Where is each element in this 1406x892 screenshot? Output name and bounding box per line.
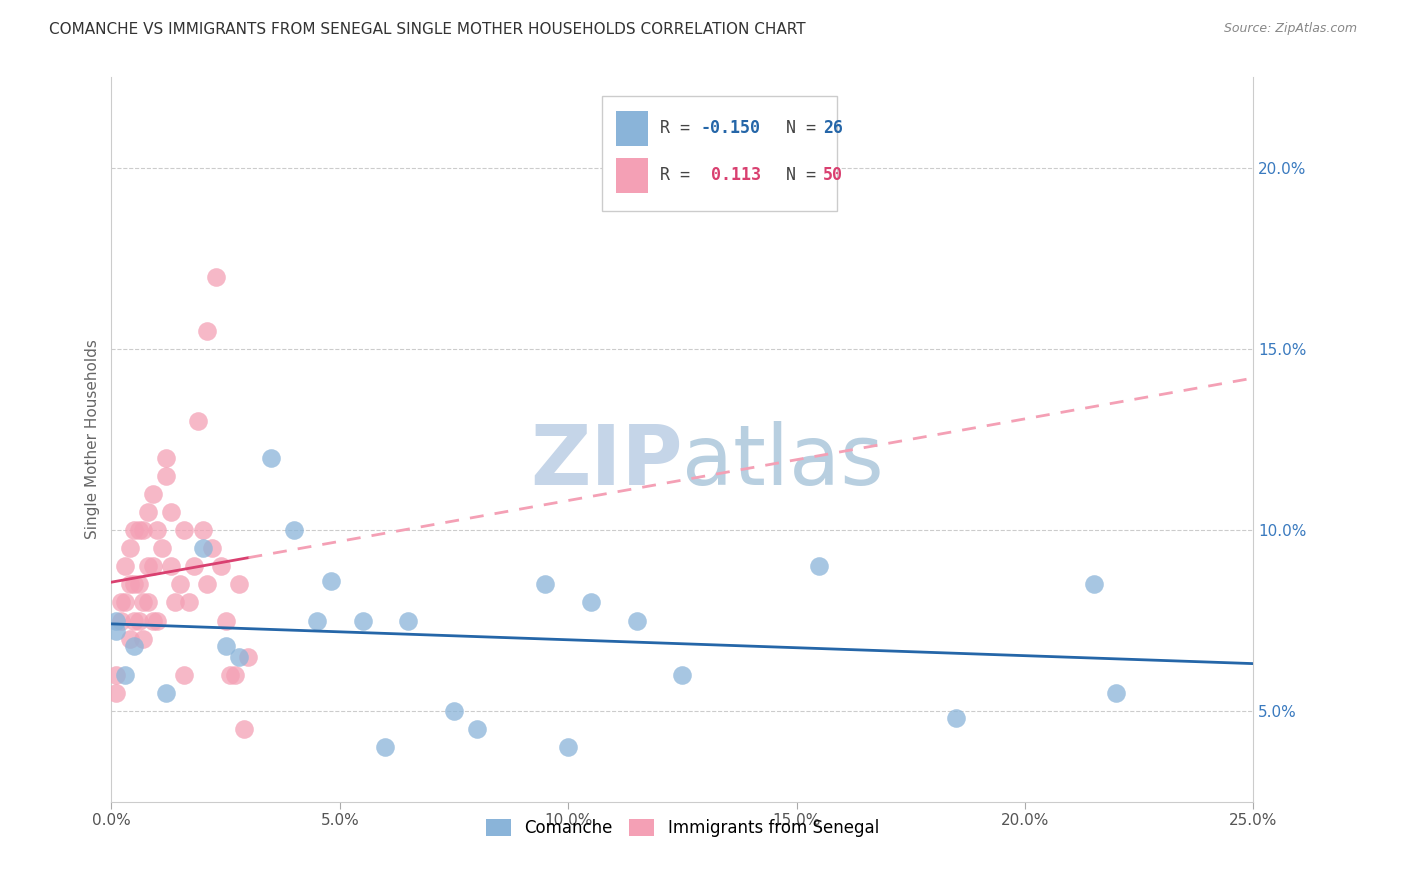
Point <box>128 577 150 591</box>
Point <box>183 559 205 574</box>
Point <box>557 740 579 755</box>
Point <box>191 541 214 555</box>
Text: -0.150: -0.150 <box>700 120 761 137</box>
Point <box>136 559 159 574</box>
Point <box>374 740 396 755</box>
Point <box>396 614 419 628</box>
Point <box>1083 577 1105 591</box>
Text: ZIP: ZIP <box>530 421 682 501</box>
Point <box>114 559 136 574</box>
Point <box>128 523 150 537</box>
Text: R =: R = <box>659 166 700 185</box>
Point <box>319 574 342 588</box>
Point <box>187 414 209 428</box>
Text: atlas: atlas <box>682 421 884 501</box>
Text: 0.113: 0.113 <box>700 166 761 185</box>
Point <box>626 614 648 628</box>
Point <box>177 595 200 609</box>
Point <box>159 505 181 519</box>
Point <box>141 614 163 628</box>
Point <box>173 668 195 682</box>
FancyBboxPatch shape <box>602 95 837 211</box>
Point <box>173 523 195 537</box>
Point <box>214 639 236 653</box>
Point <box>579 595 602 609</box>
Point <box>205 269 228 284</box>
Text: COMANCHE VS IMMIGRANTS FROM SENEGAL SINGLE MOTHER HOUSEHOLDS CORRELATION CHART: COMANCHE VS IMMIGRANTS FROM SENEGAL SING… <box>49 22 806 37</box>
Point <box>110 614 132 628</box>
Point <box>945 711 967 725</box>
Point <box>214 614 236 628</box>
Point <box>146 614 169 628</box>
Point <box>224 668 246 682</box>
Point <box>114 668 136 682</box>
Point <box>155 686 177 700</box>
Point <box>136 595 159 609</box>
Point <box>209 559 232 574</box>
Point <box>191 523 214 537</box>
Legend: Comanche, Immigrants from Senegal: Comanche, Immigrants from Senegal <box>479 813 886 844</box>
Point <box>128 614 150 628</box>
Y-axis label: Single Mother Households: Single Mother Households <box>86 340 100 540</box>
Point <box>104 624 127 639</box>
Point <box>671 668 693 682</box>
Point <box>165 595 187 609</box>
FancyBboxPatch shape <box>616 111 648 145</box>
Point <box>228 577 250 591</box>
Point <box>118 577 141 591</box>
Point <box>465 722 488 736</box>
Point <box>132 523 155 537</box>
Point <box>232 722 254 736</box>
Point <box>104 686 127 700</box>
Point <box>118 632 141 646</box>
Point <box>122 639 145 653</box>
Text: 26: 26 <box>823 120 842 137</box>
Point <box>132 632 155 646</box>
Point <box>1105 686 1128 700</box>
Point <box>118 541 141 555</box>
Text: Source: ZipAtlas.com: Source: ZipAtlas.com <box>1223 22 1357 36</box>
Point <box>110 595 132 609</box>
FancyBboxPatch shape <box>616 158 648 193</box>
Point <box>146 523 169 537</box>
Point <box>283 523 305 537</box>
Point <box>104 614 127 628</box>
Point <box>159 559 181 574</box>
Text: 50: 50 <box>823 166 842 185</box>
Point <box>443 704 465 718</box>
Point <box>228 649 250 664</box>
Text: R =: R = <box>659 120 700 137</box>
Point <box>136 505 159 519</box>
Point <box>104 668 127 682</box>
Point <box>238 649 260 664</box>
Text: N =: N = <box>766 120 825 137</box>
Point <box>195 577 218 591</box>
Point <box>305 614 328 628</box>
Point <box>260 450 283 465</box>
Point <box>141 487 163 501</box>
Point <box>195 324 218 338</box>
Point <box>155 450 177 465</box>
Point <box>201 541 224 555</box>
Point <box>122 614 145 628</box>
Point <box>132 595 155 609</box>
Point <box>122 577 145 591</box>
Point <box>808 559 831 574</box>
Point <box>534 577 557 591</box>
Point <box>114 595 136 609</box>
Point <box>141 559 163 574</box>
Point <box>122 523 145 537</box>
Point <box>150 541 173 555</box>
Point <box>169 577 191 591</box>
Point <box>352 614 374 628</box>
Text: N =: N = <box>766 166 825 185</box>
Point <box>219 668 242 682</box>
Point <box>155 468 177 483</box>
